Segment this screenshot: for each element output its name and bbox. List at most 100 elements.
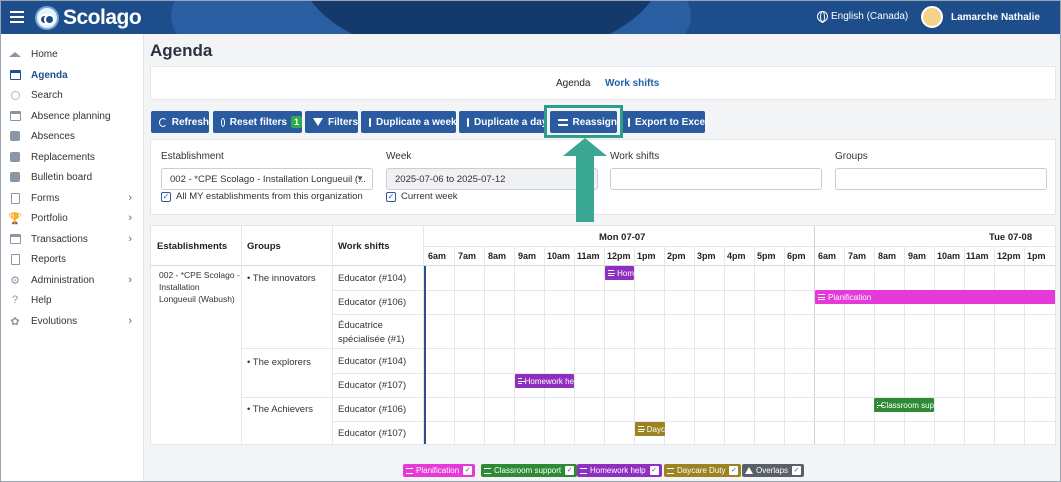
duplicate-week-button[interactable]: Duplicate a week (361, 111, 457, 133)
event-label: Homework he (524, 376, 574, 386)
chevron-right-icon: › (128, 274, 132, 286)
shift-event[interactable]: Planification (815, 290, 1055, 304)
current-week-checkbox[interactable]: ✓ Current week (386, 191, 458, 202)
establishment-line: Longueuil (Wabush) (159, 294, 235, 304)
checkbox-checked-icon: ✓ (463, 466, 473, 475)
button-label: Duplicate a week (376, 116, 457, 128)
event-label: Dayc (646, 424, 665, 434)
tab-work-shifts[interactable]: Work shifts (605, 78, 660, 89)
legend-overlaps[interactable]: Overlaps ✓ (742, 464, 805, 477)
legend-classroom-support[interactable]: Classroom support ✓ (481, 464, 578, 477)
legend-homework-help[interactable]: Homework help ✓ (577, 464, 662, 477)
work-shifts-select[interactable] (610, 168, 822, 190)
sidebar-item-label: Bulletin board (31, 171, 93, 183)
group-label: The innovators (252, 273, 316, 284)
globe-icon (817, 11, 828, 23)
legend-planification[interactable]: Planification ✓ (403, 464, 476, 477)
legend-label: Classroom support (494, 466, 562, 475)
shift-event[interactable]: Classroom sup (874, 398, 934, 412)
chevron-right-icon: › (128, 315, 132, 327)
shift-event[interactable]: Homework he (515, 374, 574, 388)
sidebar-item-bulletin-board[interactable]: Bulletin board (1, 167, 144, 187)
sidebar-item-label: Absence planning (31, 110, 111, 122)
group-name: • The Achievers (247, 404, 313, 415)
users-icon (9, 131, 21, 142)
sidebar-item-evolutions[interactable]: ✿ Evolutions › (1, 311, 144, 331)
reassign-button[interactable]: Reassign (550, 111, 617, 133)
duplicate-day-button[interactable]: Duplicate a day (459, 111, 547, 133)
button-label: Refresh (171, 116, 209, 128)
checkbox-checked-icon: ✓ (565, 466, 575, 475)
export-excel-button[interactable]: Export to Excel (620, 111, 708, 133)
list-icon (484, 467, 491, 474)
hour-label: 7am (458, 251, 477, 261)
sidebar-item-label: Replacements (31, 151, 95, 163)
logo[interactable]: Scolago (35, 4, 142, 31)
checkbox-checked-icon: ✓ (386, 191, 396, 202)
list-icon (667, 467, 674, 474)
group-label: The explorers (252, 357, 311, 368)
user-menu[interactable]: Lamarche Nathalie (921, 6, 1040, 28)
event-label: Planification (828, 292, 872, 302)
sidebar-item-help[interactable]: ? Help (1, 290, 144, 310)
sidebar-item-reports[interactable]: Reports (1, 249, 144, 269)
hour-label: 10am (937, 251, 961, 261)
tab-agenda[interactable]: Agenda (556, 78, 591, 89)
sidebar-item-forms[interactable]: Forms › (1, 188, 144, 208)
reset-icon (221, 117, 225, 127)
all-establishments-checkbox[interactable]: ✓ All MY establishments from this organi… (161, 191, 363, 202)
reset-filters-button[interactable]: Reset filters 1 (213, 111, 302, 133)
arrow-up-icon (563, 138, 607, 156)
sidebar-item-label: Administration (31, 274, 95, 286)
chevron-right-icon: › (128, 212, 132, 224)
sidebar-item-transactions[interactable]: Transactions › (1, 229, 144, 249)
logo-text: Scolago (63, 5, 142, 29)
hour-label: 9am (518, 251, 537, 261)
shift-event[interactable]: Hom (605, 266, 634, 280)
refresh-button[interactable]: Refresh (151, 111, 209, 133)
sidebar-item-absence-planning[interactable]: Absence planning (1, 106, 144, 126)
refresh-icon (159, 117, 167, 127)
checkbox-checked-icon: ✓ (729, 466, 739, 475)
filters-panel: Establishment 002 - *CPE Scolago - Insta… (150, 139, 1056, 215)
sidebar-item-label: Search (31, 89, 63, 101)
week-field[interactable]: 2025-07-06 to 2025-07-12 (386, 168, 598, 190)
button-label: Filters (328, 116, 359, 128)
highlight-frame (544, 105, 623, 138)
work-shift-name: Educator (#104) (338, 356, 407, 367)
list-icon (608, 270, 616, 276)
language-selector[interactable]: English (Canada) (817, 11, 908, 23)
schedule-grid: Establishments Groups Work shifts Mon 07… (150, 225, 1056, 445)
shift-event[interactable]: Dayc (635, 422, 665, 436)
current-time-indicator (424, 266, 426, 444)
search-icon (9, 90, 21, 101)
sidebar-item-absences[interactable]: Absences (1, 126, 144, 146)
event-label: Classroom sup (880, 400, 934, 410)
sidebar-item-replacements[interactable]: Replacements (1, 147, 144, 167)
header-decoration (301, 1, 661, 34)
menu-icon[interactable] (10, 11, 24, 23)
work-shift-line: Éducatrice (338, 320, 383, 331)
filters-button[interactable]: Filters (305, 111, 358, 133)
legend-daycare-duty[interactable]: Daycare Duty ✓ (664, 464, 742, 477)
sidebar-item-home[interactable]: Home (1, 44, 144, 64)
checkbox-label: All MY establishments from this organiza… (176, 191, 363, 202)
list-icon (818, 294, 825, 300)
hour-label: 6am (428, 251, 447, 261)
sidebar-item-administration[interactable]: ⚙ Administration › (1, 270, 144, 290)
establishment-select[interactable]: 002 - *CPE Scolago - Installation Longue… (161, 168, 373, 190)
swap-icon (558, 118, 568, 126)
sidebar-item-agenda[interactable]: Agenda (1, 65, 144, 85)
sidebar-item-portfolio[interactable]: 🏆 Portfolio › (1, 208, 144, 228)
group-label: The Achievers (252, 404, 313, 415)
list-icon (877, 402, 882, 408)
establishment-value: 002 - *CPE Scolago - Installation Longue… (170, 173, 366, 185)
user-name: Lamarche Nathalie (951, 11, 1040, 23)
sidebar-item-label: Help (31, 294, 52, 306)
calendar-icon (369, 117, 371, 127)
hour-label: 10am (547, 251, 571, 261)
groups-select[interactable] (835, 168, 1047, 190)
list-icon (638, 426, 645, 432)
sidebar-item-search[interactable]: Search (1, 85, 144, 105)
sidebar-item-label: Absences (31, 130, 75, 142)
